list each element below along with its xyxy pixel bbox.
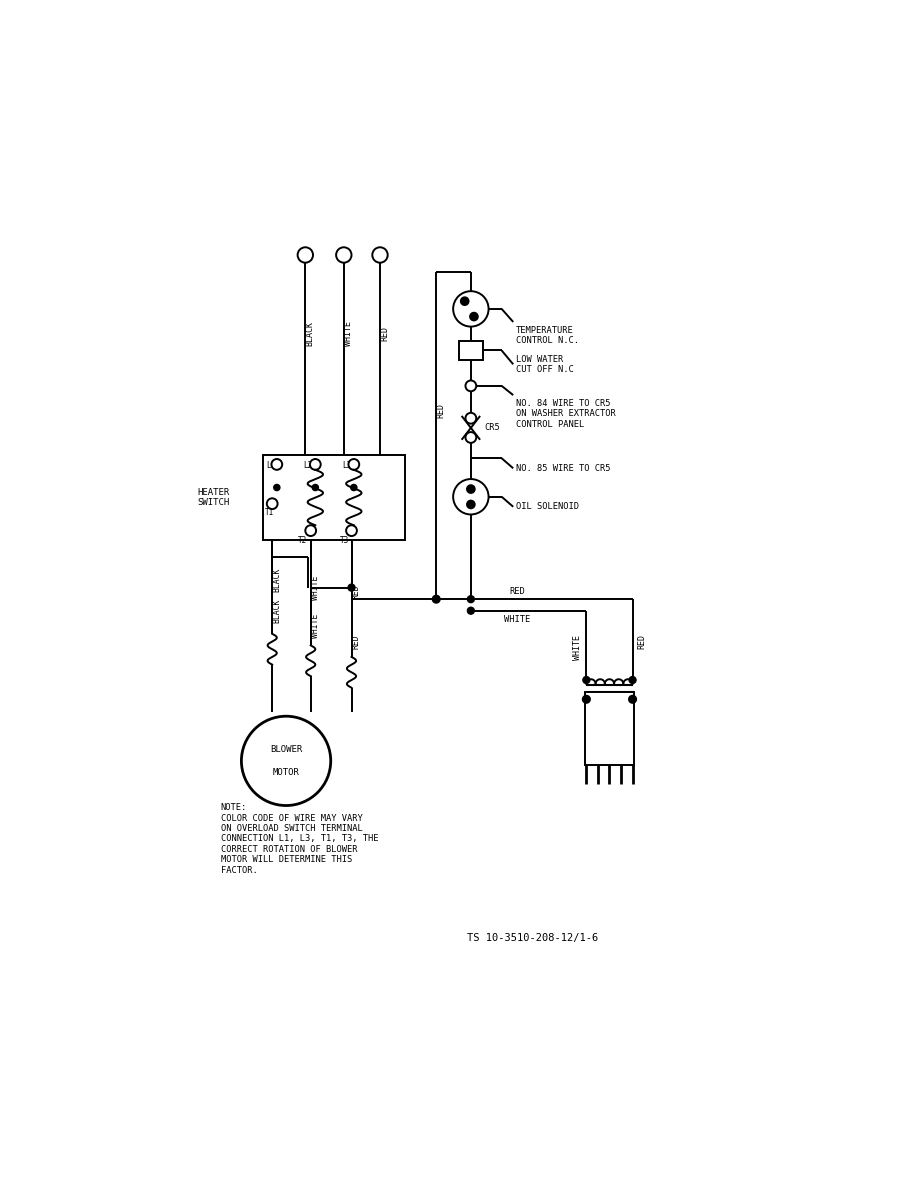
Text: TEMPERATURE
CONTROL N.C.: TEMPERATURE CONTROL N.C. — [515, 326, 578, 346]
Circle shape — [348, 584, 355, 592]
Circle shape — [467, 485, 475, 493]
Text: L1: L1 — [266, 461, 275, 470]
Circle shape — [372, 247, 388, 263]
Text: NOTE:
COLOR CODE OF WIRE MAY VARY
ON OVERLOAD SWITCH TERMINAL
CONNECTION L1, L3,: NOTE: COLOR CODE OF WIRE MAY VARY ON OVE… — [221, 803, 378, 874]
Circle shape — [583, 695, 590, 703]
Circle shape — [306, 525, 316, 536]
Circle shape — [346, 525, 357, 536]
Circle shape — [629, 695, 637, 703]
Circle shape — [310, 459, 321, 469]
Circle shape — [297, 247, 313, 263]
Text: T1: T1 — [265, 507, 274, 517]
Text: RED: RED — [638, 634, 646, 649]
Text: RED: RED — [509, 587, 525, 596]
Circle shape — [468, 595, 474, 602]
Circle shape — [461, 297, 468, 305]
Circle shape — [349, 459, 360, 469]
Circle shape — [467, 500, 475, 508]
Bar — [458, 341, 483, 360]
Text: WHITE: WHITE — [311, 575, 320, 600]
Text: WHITE: WHITE — [344, 321, 353, 346]
Text: OIL SOLENOID: OIL SOLENOID — [515, 503, 578, 511]
Circle shape — [468, 607, 474, 614]
Circle shape — [630, 676, 636, 683]
Text: BLACK: BLACK — [306, 321, 315, 346]
Circle shape — [583, 676, 590, 683]
Circle shape — [242, 716, 330, 805]
Text: NO. 85 WIRE TO CR5: NO. 85 WIRE TO CR5 — [515, 463, 610, 473]
Text: WHITE: WHITE — [573, 634, 582, 659]
Text: T3: T3 — [340, 536, 350, 545]
Text: T2: T2 — [297, 536, 307, 545]
Text: RED: RED — [380, 326, 389, 341]
Circle shape — [433, 595, 440, 604]
Circle shape — [267, 498, 277, 510]
Bar — [263, 455, 405, 539]
Text: HEATER
SWITCH: HEATER SWITCH — [198, 488, 230, 507]
Circle shape — [453, 479, 489, 514]
Text: NO. 84 WIRE TO CR5
ON WASHER EXTRACTOR
CONTROL PANEL: NO. 84 WIRE TO CR5 ON WASHER EXTRACTOR C… — [515, 399, 615, 429]
Text: L3: L3 — [342, 461, 351, 470]
Text: L2: L2 — [303, 461, 312, 470]
Text: BLACK: BLACK — [273, 599, 281, 623]
Text: TS 10-3510-208-12/1-6: TS 10-3510-208-12/1-6 — [467, 933, 598, 943]
Text: RED: RED — [351, 584, 361, 599]
Circle shape — [336, 247, 351, 263]
Circle shape — [453, 291, 489, 327]
Text: LOW WATER
CUT OFF N.C: LOW WATER CUT OFF N.C — [515, 355, 574, 374]
Circle shape — [312, 485, 318, 491]
Circle shape — [470, 312, 478, 321]
Circle shape — [272, 459, 282, 469]
Text: WHITE: WHITE — [504, 615, 530, 625]
Circle shape — [466, 432, 476, 443]
Text: BLOWER: BLOWER — [270, 745, 302, 754]
Text: RED: RED — [351, 634, 361, 649]
Text: RED: RED — [436, 403, 446, 418]
Circle shape — [466, 413, 476, 424]
Text: WHITE: WHITE — [311, 614, 320, 638]
Circle shape — [350, 485, 357, 491]
Text: BLACK: BLACK — [273, 568, 281, 592]
Bar — [585, 693, 634, 765]
Text: MOTOR: MOTOR — [273, 767, 299, 777]
Circle shape — [274, 485, 280, 491]
Text: CR5: CR5 — [485, 423, 501, 432]
Circle shape — [466, 380, 476, 391]
